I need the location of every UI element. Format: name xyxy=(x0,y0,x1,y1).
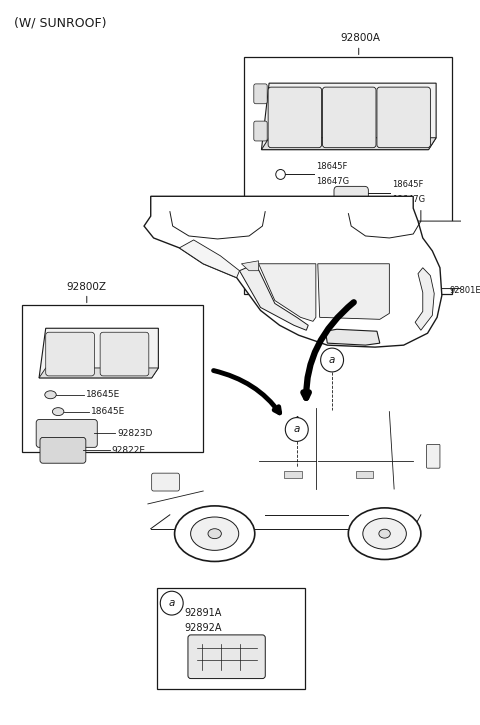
Text: 18645E: 18645E xyxy=(86,390,120,399)
Polygon shape xyxy=(241,261,259,270)
Bar xyxy=(157,588,305,689)
Text: a: a xyxy=(329,355,335,365)
Text: 92801E: 92801E xyxy=(449,286,480,294)
Text: 18645F: 18645F xyxy=(392,181,423,189)
FancyBboxPatch shape xyxy=(188,635,265,679)
Text: 92892A: 92892A xyxy=(184,623,222,633)
FancyBboxPatch shape xyxy=(334,186,368,208)
Ellipse shape xyxy=(321,348,344,372)
FancyBboxPatch shape xyxy=(264,228,340,276)
FancyBboxPatch shape xyxy=(268,87,322,148)
FancyBboxPatch shape xyxy=(345,221,480,289)
Ellipse shape xyxy=(52,407,64,415)
Ellipse shape xyxy=(208,529,221,539)
Bar xyxy=(22,305,203,452)
Polygon shape xyxy=(415,268,434,331)
Bar xyxy=(244,57,452,294)
Polygon shape xyxy=(180,240,240,278)
Ellipse shape xyxy=(348,508,421,560)
Polygon shape xyxy=(325,329,380,345)
Polygon shape xyxy=(262,138,436,149)
Ellipse shape xyxy=(363,518,407,549)
Text: a: a xyxy=(294,424,300,434)
FancyBboxPatch shape xyxy=(46,332,95,376)
Ellipse shape xyxy=(160,591,183,615)
Text: 92891A: 92891A xyxy=(184,608,221,618)
Polygon shape xyxy=(39,328,158,378)
Text: 92801D: 92801D xyxy=(264,283,296,291)
FancyBboxPatch shape xyxy=(36,420,97,447)
Text: 18647G: 18647G xyxy=(316,178,349,186)
Polygon shape xyxy=(318,264,389,319)
FancyBboxPatch shape xyxy=(40,437,86,463)
Ellipse shape xyxy=(379,529,390,538)
Polygon shape xyxy=(39,368,158,378)
Text: a: a xyxy=(168,598,175,608)
Text: 18647G: 18647G xyxy=(392,195,425,204)
Ellipse shape xyxy=(276,170,285,179)
Ellipse shape xyxy=(285,418,308,442)
FancyBboxPatch shape xyxy=(152,473,180,491)
Text: 92822E: 92822E xyxy=(111,446,145,455)
Text: 92823D: 92823D xyxy=(117,429,153,438)
FancyBboxPatch shape xyxy=(323,87,376,148)
Text: 18645F: 18645F xyxy=(316,162,347,172)
Ellipse shape xyxy=(191,517,239,550)
FancyBboxPatch shape xyxy=(254,214,349,286)
FancyBboxPatch shape xyxy=(254,121,267,141)
Polygon shape xyxy=(144,196,442,347)
Ellipse shape xyxy=(45,391,56,399)
Text: 92800A: 92800A xyxy=(341,33,381,44)
Polygon shape xyxy=(259,264,316,321)
Bar xyxy=(356,471,373,478)
FancyBboxPatch shape xyxy=(427,444,440,468)
Text: (W/ SUNROOF): (W/ SUNROOF) xyxy=(14,17,107,30)
Text: 92800Z: 92800Z xyxy=(67,281,107,291)
Text: 18645E: 18645E xyxy=(91,407,125,416)
FancyBboxPatch shape xyxy=(377,87,431,148)
Polygon shape xyxy=(240,264,308,331)
Bar xyxy=(284,471,301,478)
Polygon shape xyxy=(262,83,436,149)
FancyBboxPatch shape xyxy=(254,84,267,104)
Ellipse shape xyxy=(175,506,255,561)
FancyBboxPatch shape xyxy=(100,332,149,376)
